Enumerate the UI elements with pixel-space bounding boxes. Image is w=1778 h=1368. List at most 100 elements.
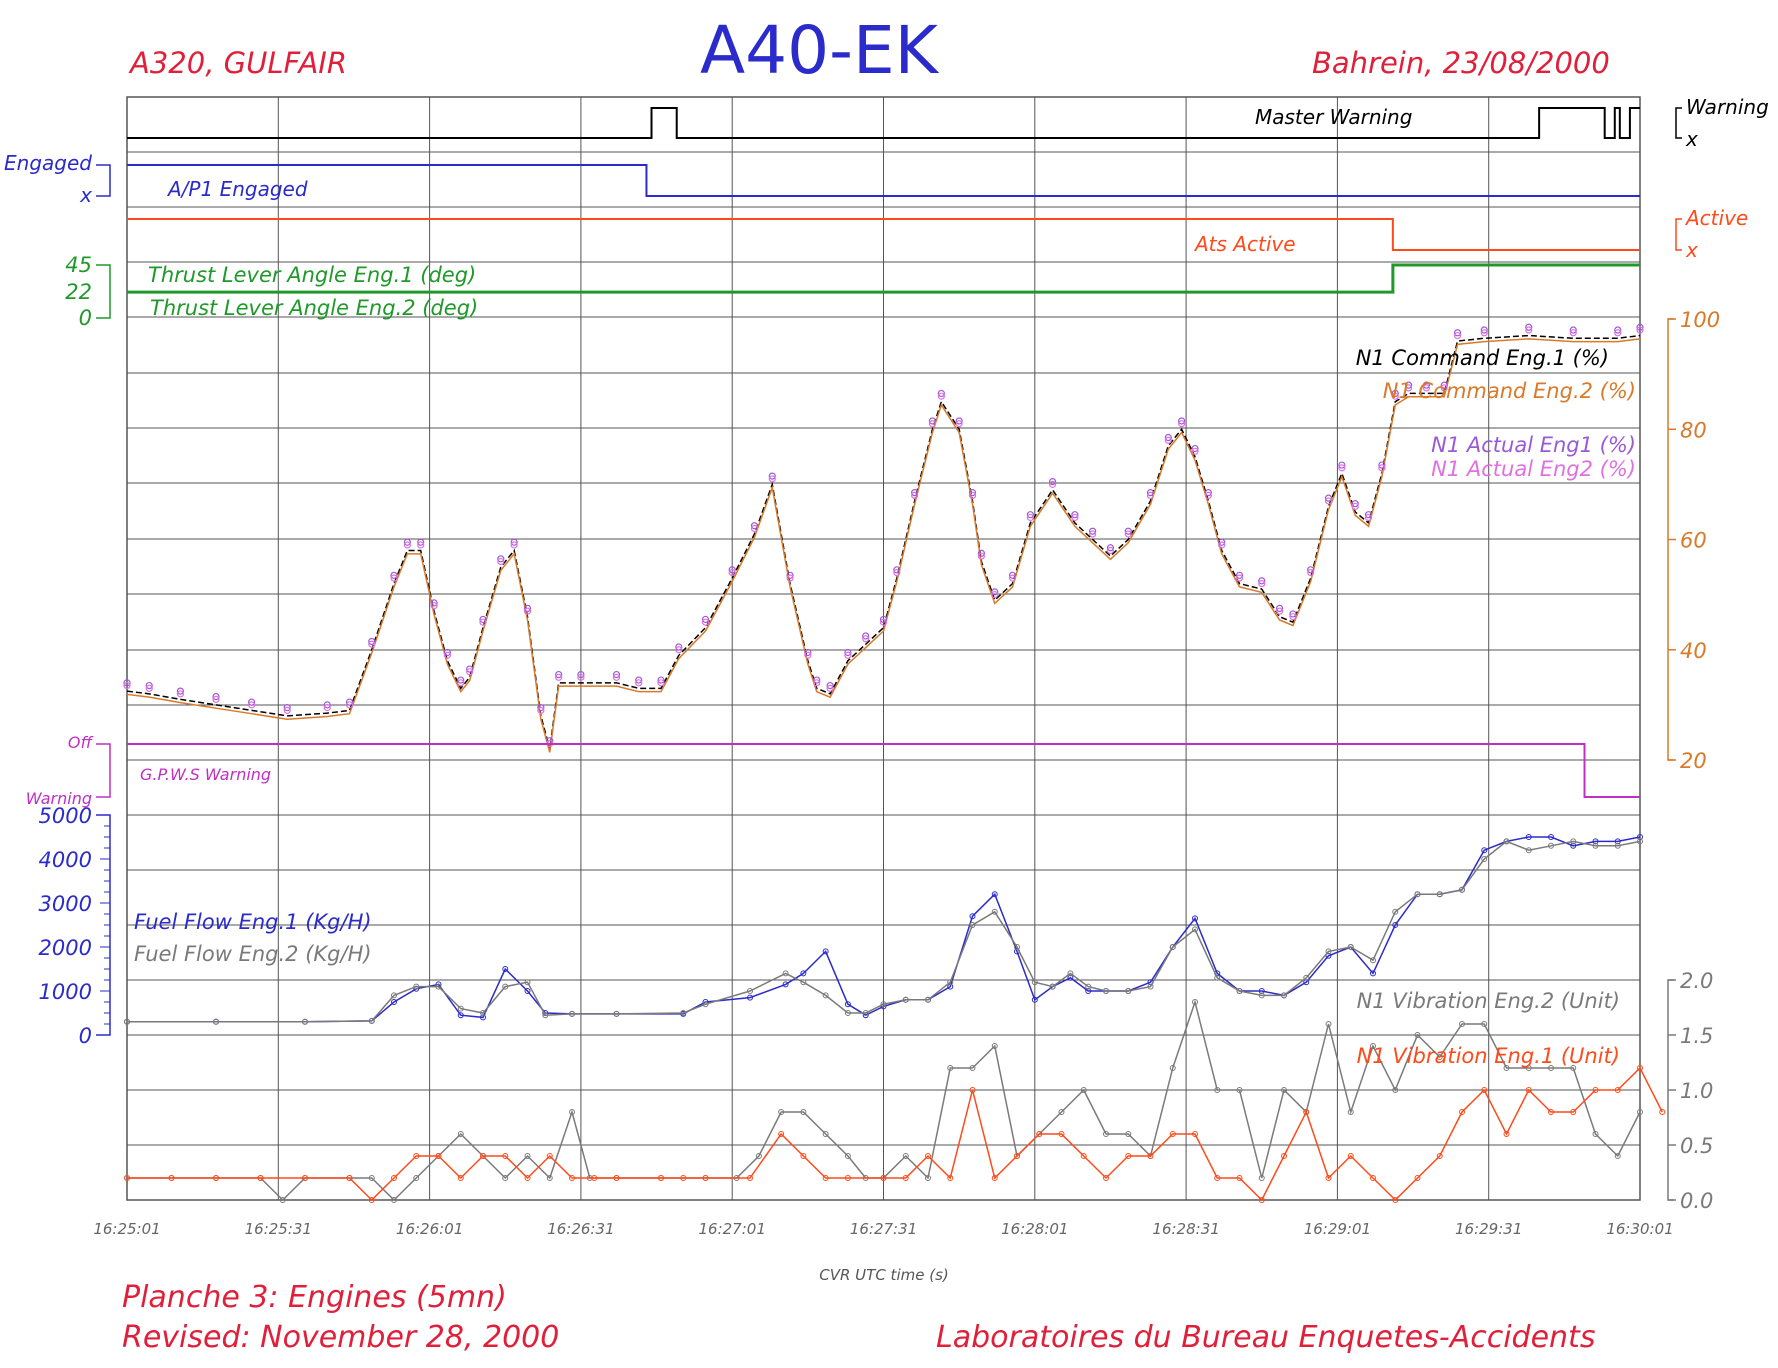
fuel-flow-eng1-point <box>822 948 829 955</box>
vibration-series-1-point <box>1570 1109 1577 1115</box>
n1-actual-eng1-point <box>991 588 999 596</box>
vibration-series-1-point <box>1481 1087 1488 1093</box>
fuel-flow-eng2-trace <box>127 840 1641 1023</box>
n1-actual-eng1-point <box>1391 389 1399 398</box>
n1-actual-eng2-point <box>466 668 474 676</box>
n1-actual-eng1-point <box>1422 381 1431 389</box>
n1-tick-20: 20 <box>1680 749 1707 773</box>
n1-actual-eng1-point <box>701 615 710 624</box>
n1-actual-eng1-point <box>955 417 963 425</box>
vibration-series-0-point <box>391 1197 397 1203</box>
vibration-series-1-trace <box>127 1066 1663 1202</box>
vibration-series-1-point <box>346 1175 353 1181</box>
n1-actual-eng1-point <box>577 670 585 679</box>
n1-actual-eng1-point <box>1525 323 1533 331</box>
fuel-flow-tick-3000: 3000 <box>39 892 92 916</box>
vibration-series-0-point <box>1503 1065 1510 1071</box>
fuel-flow-eng2-point <box>1370 957 1376 964</box>
vibration-series-1-point <box>1169 1131 1176 1137</box>
n1-actual-eng2-point <box>955 420 963 428</box>
fuel-flow-eng2-point <box>368 1017 375 1024</box>
n1-actual-eng1-point <box>911 489 919 497</box>
n1-actual-eng1-point <box>1324 494 1333 502</box>
n1-tick-60: 60 <box>1680 529 1707 553</box>
fuel-flow-eng2-point <box>480 1010 486 1016</box>
n1-actual-eng2-point <box>1048 480 1057 488</box>
n1-actual-eng1-point <box>1480 326 1488 334</box>
footer-lab: Laboratoires du Bureau Enquetes-Accident… <box>936 1320 1596 1355</box>
n1-actual-eng1-point <box>1404 381 1413 389</box>
n1-actual-eng2-point <box>1178 420 1186 428</box>
x-tick-label: 16:28:31 <box>1152 1220 1219 1238</box>
fuel-flow-eng2-point <box>124 1018 130 1025</box>
fuel-flow-eng2-point <box>1125 988 1132 994</box>
n1-actual-eng1-point <box>430 599 438 607</box>
vibration-series-1-point <box>257 1175 264 1181</box>
vibration-series-1-point <box>902 1175 909 1181</box>
n1-actual-eng2-point <box>928 420 937 428</box>
n1-actual-eng2-point <box>403 541 411 549</box>
n1-actual-eng2-point <box>750 524 759 533</box>
active-axis-top: Active <box>1684 206 1748 230</box>
fuel-flow-eng2-point <box>947 979 954 986</box>
vibration-series-1-point <box>747 1175 753 1181</box>
n1-actual-eng2-point <box>123 681 131 690</box>
n1-actual-eng2-point <box>1124 530 1132 538</box>
fuel-flow-eng2-point <box>822 992 829 999</box>
n1-actual-eng1-point <box>879 615 888 624</box>
fuel-flow-eng1-point <box>1067 974 1074 981</box>
vibration-series-0-point <box>844 1153 851 1159</box>
n1-actual-eng1-point <box>657 676 665 684</box>
vibration-tick-0.0: 0.0 <box>1680 1189 1713 1213</box>
vibration-series-1-point <box>702 1175 709 1181</box>
n1-actual-eng2-point <box>813 679 821 687</box>
fuel-flow-eng1-point <box>1570 842 1577 849</box>
n1-actual-eng2-point <box>368 640 376 648</box>
n1-actual-eng1-point <box>368 637 376 646</box>
n1-actual-eng2-point <box>1453 331 1462 340</box>
n1-actual-eng1-point <box>1008 571 1017 579</box>
fuel-flow-eng2-point <box>800 979 807 986</box>
vibration-series-1-point <box>1637 1065 1643 1071</box>
n1-actual-eng2-point <box>1324 497 1333 505</box>
vibration-series-0-point <box>368 1175 375 1181</box>
fuel-flow-eng2-point <box>435 983 442 990</box>
vibration-series-1-point <box>1125 1153 1132 1159</box>
vibration-series-1-point <box>1436 1153 1443 1159</box>
vibration-series-0-point <box>822 1131 829 1137</box>
ats-active-label: Ats Active <box>1193 232 1296 256</box>
n1-actual-eng2-point <box>390 574 398 582</box>
vibration-series-0-point <box>1258 1175 1265 1181</box>
n1-actual-eng1-point <box>510 538 518 546</box>
vibration-series-1-point <box>1103 1175 1109 1181</box>
vibration-series-0-point <box>1414 1032 1421 1038</box>
n1-actual-eng2-point <box>977 552 986 560</box>
vibration-series-1-point <box>1147 1153 1154 1159</box>
x-axis-label: CVR UTC time (s) <box>819 1266 949 1284</box>
n1-actual-eng1-point <box>893 566 901 574</box>
n1-tick-100: 100 <box>1680 308 1720 332</box>
fuel-flow-eng2-point <box>1570 838 1577 845</box>
tla-tick-0: 0 <box>79 306 92 330</box>
n1-actual-eng1-point <box>1124 527 1132 535</box>
n1-actual-eng2-point <box>443 651 451 659</box>
n1-actual-eng2-point <box>1008 574 1017 582</box>
n1-actual-eng2-point <box>497 557 505 566</box>
vibration-series-0-point <box>1481 1021 1488 1027</box>
fuel-flow-eng1-point <box>1614 838 1621 845</box>
fuel-flow-eng2-point <box>1049 983 1056 990</box>
page-title: A40-EK <box>700 12 938 89</box>
fuel-flow-eng2-point <box>1414 891 1421 898</box>
n1-actual-eng2-point <box>1440 384 1448 392</box>
n1-actual-eng1-point <box>844 648 852 657</box>
vibration-series-0-point <box>969 1065 976 1071</box>
n1-actual-eng1-point <box>176 687 184 695</box>
vibration-series-0-point <box>569 1109 575 1115</box>
fuel-flow-tick-2000: 2000 <box>39 936 92 960</box>
fuel-flow-eng2-point <box>1085 983 1092 990</box>
vibration-series-1-point <box>391 1175 397 1181</box>
fuel-flow-eng1-point <box>1192 915 1198 922</box>
fuel-flow-eng2-point <box>862 1010 869 1016</box>
n1-actual-eng1-point <box>248 698 256 706</box>
